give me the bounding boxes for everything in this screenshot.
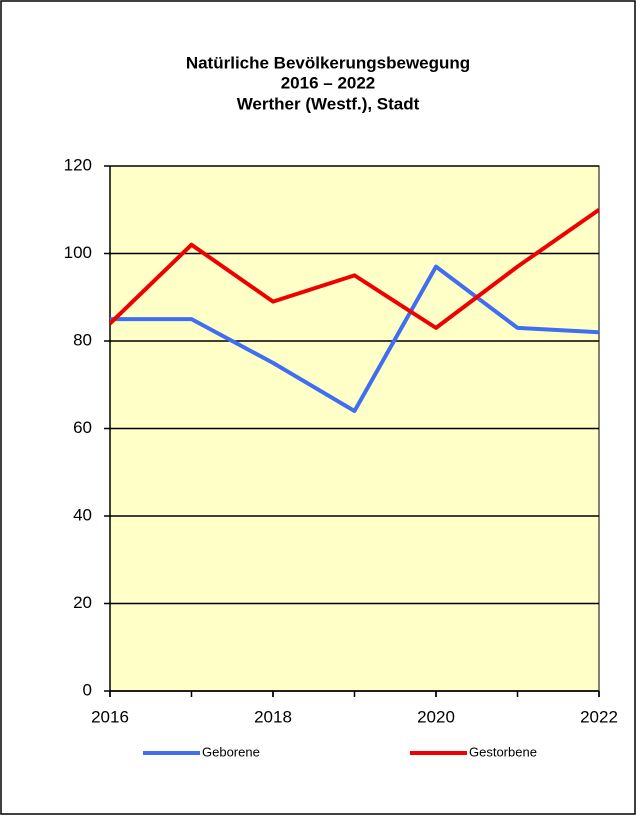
y-tick-label: 80: [73, 330, 92, 349]
chart-title: 2016 – 2022: [281, 73, 376, 92]
x-tick-label: 2020: [417, 707, 455, 726]
chart-title: Natürliche Bevölkerungsbewegung: [186, 53, 470, 72]
y-tick-label: 100: [64, 243, 92, 262]
chart-title: Werther (Westf.), Stadt: [237, 94, 420, 113]
y-tick-label: 20: [73, 593, 92, 612]
y-tick-label: 0: [83, 680, 92, 699]
x-tick-label: 2016: [91, 707, 129, 726]
x-tick-label: 2018: [254, 707, 292, 726]
y-tick-label: 40: [73, 505, 92, 524]
legend-label: Geborene: [202, 744, 260, 759]
series-line: [110, 264, 600, 413]
y-tick-label: 120: [64, 155, 92, 174]
series-line: [108, 208, 601, 330]
legend-label: Gestorbene: [469, 744, 537, 759]
y-tick-label: 60: [73, 418, 92, 437]
x-tick-label: 2022: [580, 707, 618, 726]
